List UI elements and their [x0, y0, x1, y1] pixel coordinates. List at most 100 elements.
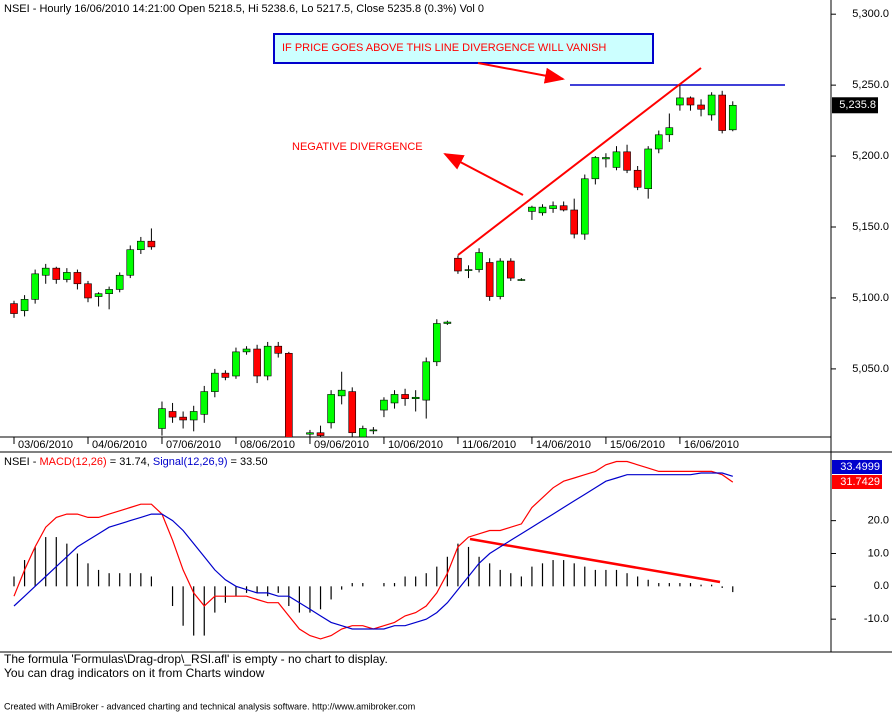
candle-body [559, 205, 568, 211]
title-part: = 31.74, [107, 456, 153, 468]
series-line [13, 472, 733, 630]
candle-body [454, 257, 462, 272]
candle-body [285, 352, 293, 437]
footer-note: The formula 'Formulas\Drag-drop\_RSI.afl… [4, 652, 388, 666]
candle-body [31, 273, 39, 300]
legend-macd: MACD(12,26) [39, 456, 106, 468]
candle-body [63, 272, 71, 280]
candle-body [242, 348, 251, 353]
candle-body [443, 321, 452, 324]
candle-body [517, 279, 526, 281]
y-tick-label: -10.0 [864, 613, 889, 625]
candle-body [496, 260, 505, 297]
candle-body [10, 303, 18, 314]
candle-body [644, 148, 653, 190]
trend-line [457, 67, 702, 256]
candle-body [623, 151, 631, 171]
price-title: NSEI - Hourly 16/06/2010 14:21:00 Open 5… [4, 3, 484, 15]
candle-body [52, 267, 61, 280]
candle-body [654, 134, 663, 150]
candle-body [327, 394, 335, 424]
candle-body [253, 348, 261, 377]
footer-note: You can drag indicators on it from Chart… [4, 666, 265, 680]
candle-body [337, 389, 346, 397]
candle-body [369, 429, 378, 432]
x-tick-label: 10/06/2010 [388, 439, 443, 451]
candle-body [390, 394, 399, 404]
candle-body [179, 416, 187, 421]
candle-body [538, 206, 547, 214]
arrow [443, 153, 524, 196]
candle-body [612, 151, 621, 168]
legend-signal: Signal(12,26,9) [153, 456, 228, 468]
y-tick-label: 5,150.0 [852, 221, 889, 233]
y-tick-label: 10.0 [868, 547, 889, 559]
x-tick-label: 09/06/2010 [314, 439, 369, 451]
candle-body [380, 399, 388, 411]
price-pane [10, 85, 737, 437]
last-value-label: 31.7429 [840, 476, 880, 488]
y-tick-label: 20.0 [868, 515, 889, 527]
annotation-box [273, 33, 654, 64]
candle-body [147, 240, 156, 248]
x-tick-label: 04/06/2010 [92, 439, 147, 451]
x-tick-label: 14/06/2010 [536, 439, 591, 451]
candle-body [707, 94, 716, 116]
candle-body [316, 432, 325, 436]
last-value-label: 5,235.8 [839, 99, 876, 111]
candle-body [591, 157, 600, 180]
candle-body [84, 283, 92, 299]
divergence-line [469, 537, 721, 584]
last-value-box [832, 475, 882, 489]
candle-body [73, 272, 82, 285]
y-tick-label: 5,300.0 [852, 8, 889, 20]
candle-body [200, 391, 209, 415]
candle-body [686, 97, 695, 106]
candle-body [549, 205, 557, 209]
macd-title: NSEI - MACD(12,26) = 31.74, Signal(12,26… [4, 456, 268, 468]
candle-body [126, 249, 135, 276]
candle-body [718, 94, 726, 131]
candle-body [401, 394, 409, 399]
candle-body [274, 345, 283, 354]
candle-body [464, 269, 473, 271]
candle-body [115, 274, 124, 290]
macd-pane [13, 460, 734, 640]
candle-body [263, 345, 272, 377]
candle-body [432, 323, 441, 363]
candle-body [168, 411, 177, 418]
title-part: = 33.50 [228, 456, 268, 468]
footer-credit: Created with AmiBroker - advanced charti… [4, 701, 415, 711]
candle-body [348, 391, 357, 434]
candle-body [602, 157, 610, 160]
x-tick-label: 11/06/2010 [462, 439, 516, 451]
candle-body [665, 127, 674, 136]
candle-body [20, 299, 29, 312]
last-value-box [832, 460, 882, 474]
last-value-box [832, 97, 878, 114]
candle-body [580, 178, 589, 235]
y-tick-label: 5,100.0 [852, 292, 889, 304]
x-tick-label: 03/06/2010 [18, 439, 73, 451]
annotation: IF PRICE GOES ABOVE THIS LINE DIVERGENCE… [282, 42, 606, 54]
candle-body [105, 289, 113, 294]
title-part: NSEI - [4, 456, 39, 468]
candle-body [506, 260, 515, 279]
annotation: NEGATIVE DIVERGENCE [292, 141, 423, 153]
y-tick-label: 5,050.0 [852, 363, 889, 375]
candle-body [633, 169, 642, 188]
x-tick-label: 08/06/2010 [240, 439, 295, 451]
candle-body [306, 432, 314, 435]
candle-body [411, 396, 420, 399]
candle-body [570, 209, 579, 235]
candle-body [728, 104, 737, 131]
candle-body [485, 262, 494, 297]
candle-body [189, 411, 198, 421]
y-tick-label: 5,200.0 [852, 150, 889, 162]
candle-body [211, 372, 219, 392]
x-tick-label: 07/06/2010 [166, 439, 221, 451]
candle-body [422, 361, 431, 401]
arrow [477, 62, 565, 84]
